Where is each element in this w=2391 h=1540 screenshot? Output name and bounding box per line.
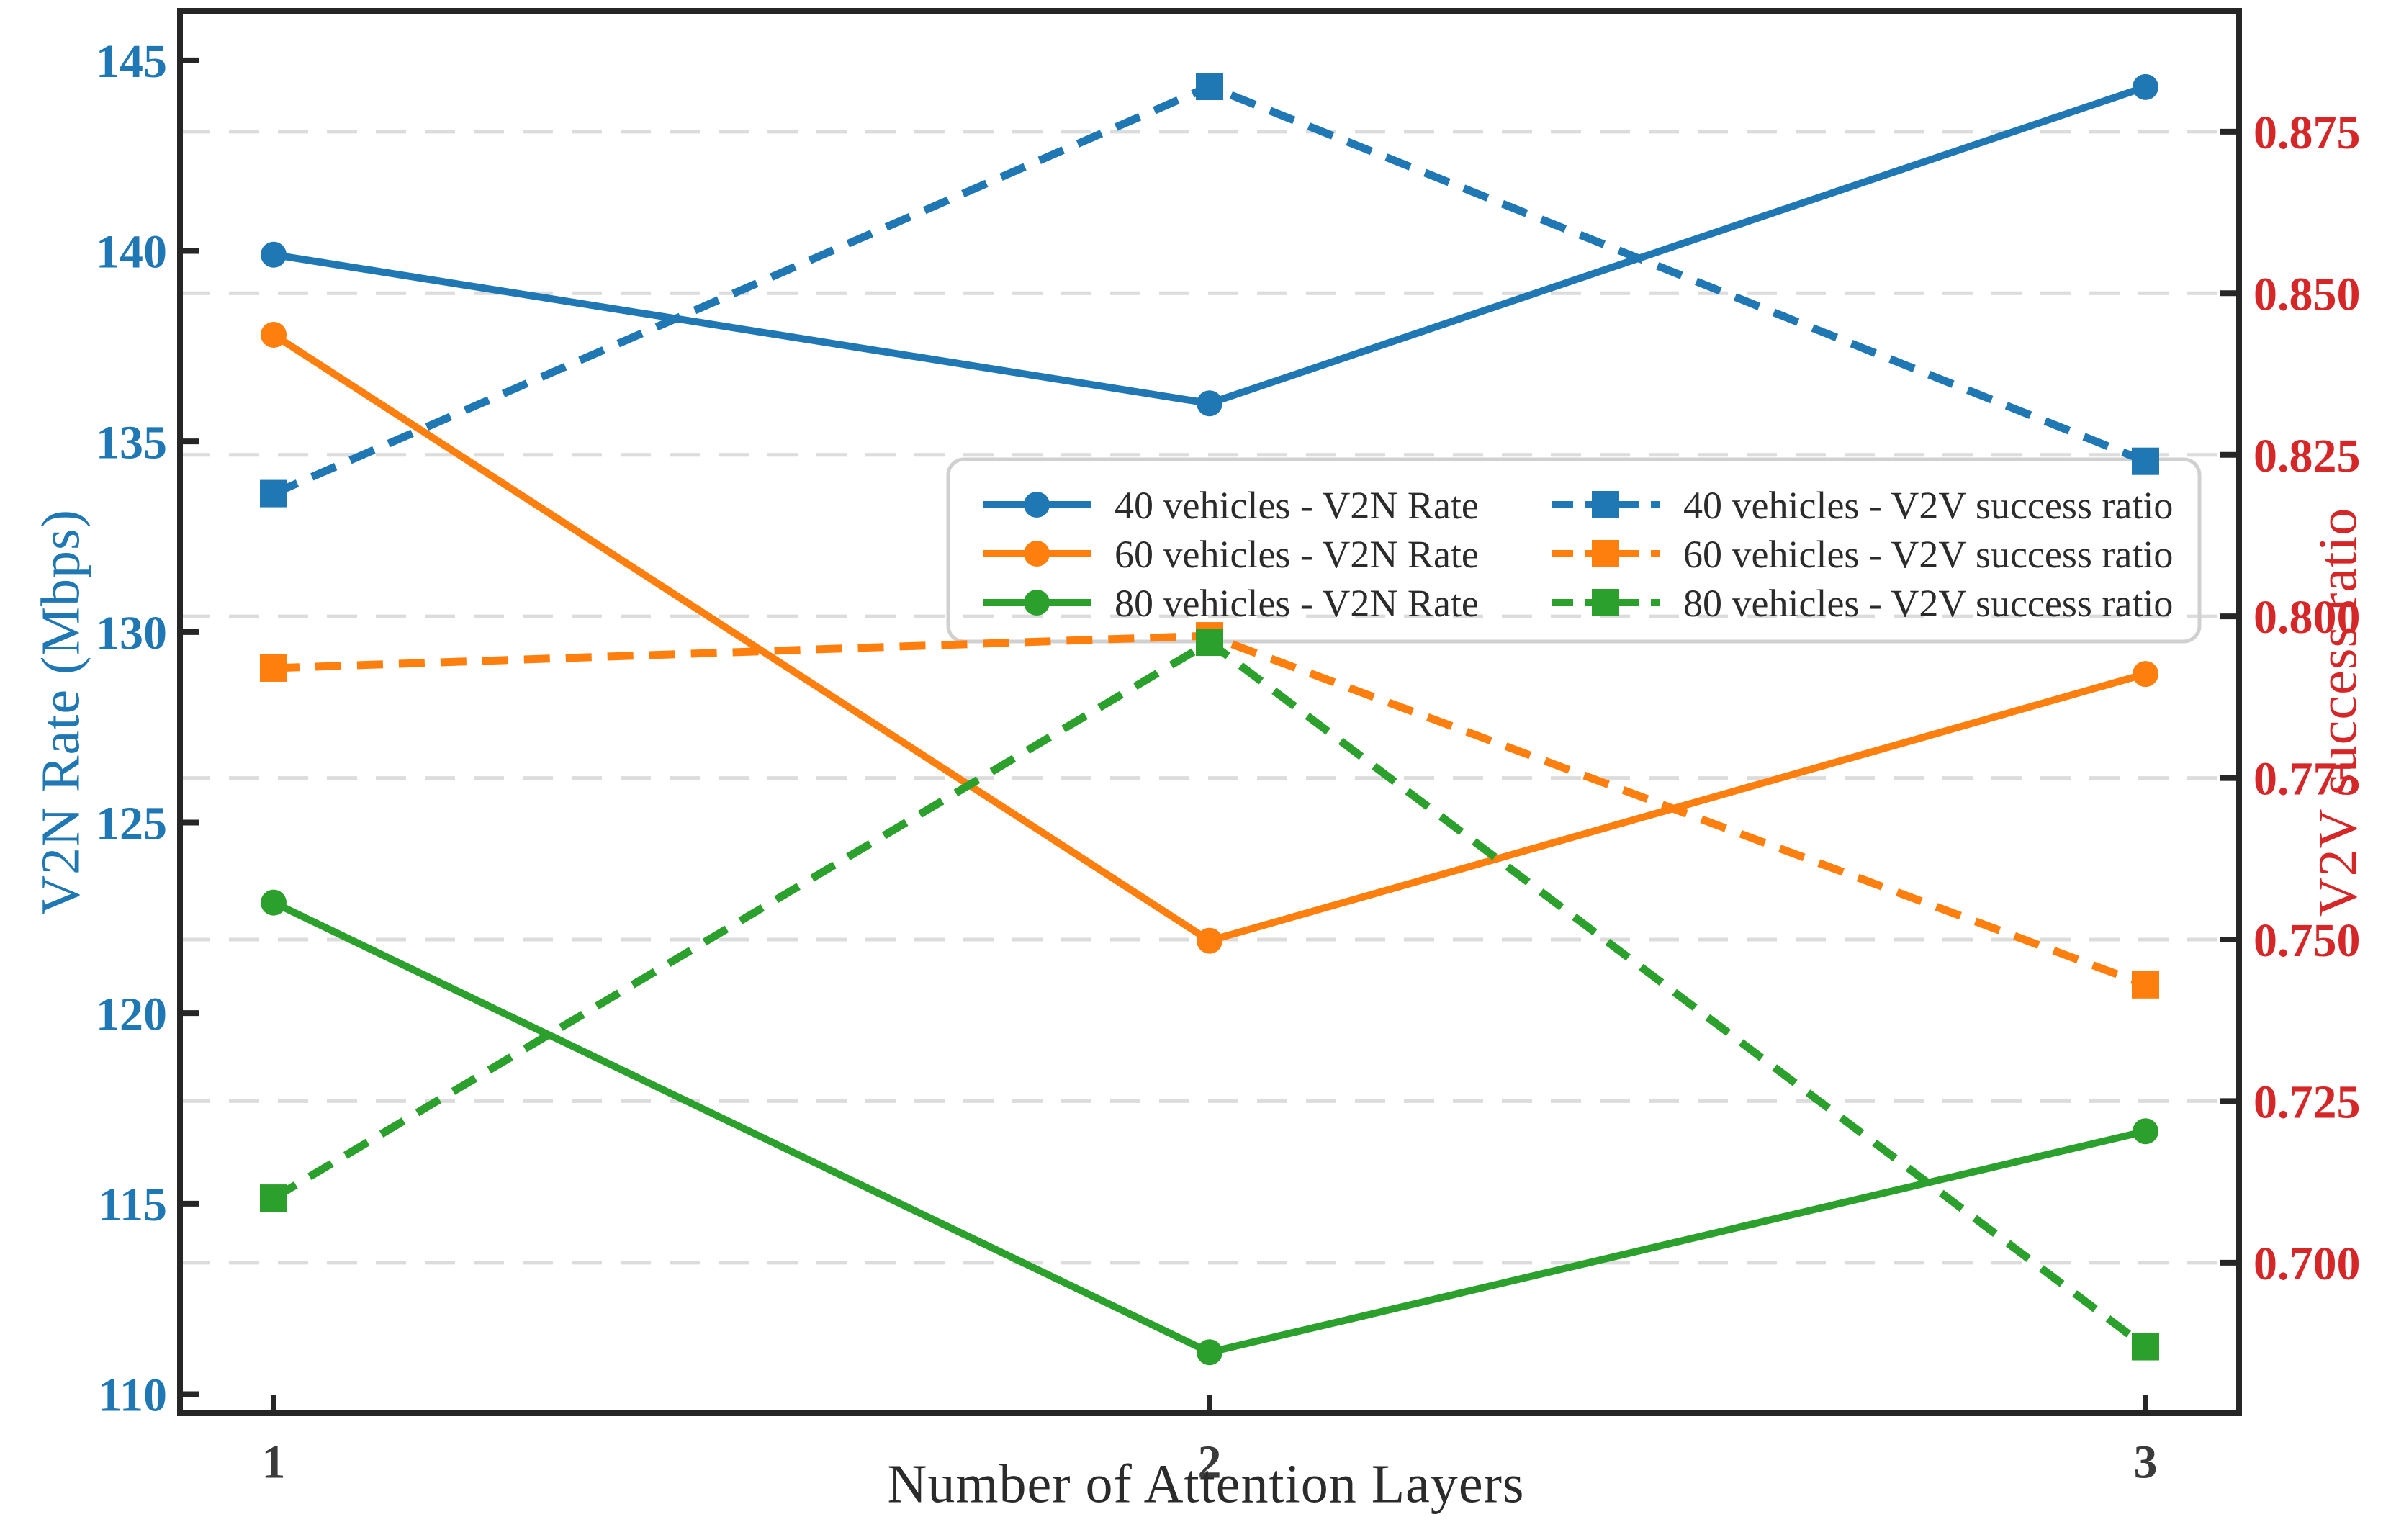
legend-box	[946, 457, 2202, 644]
legend-sample-marker	[1592, 491, 1619, 518]
data-point-marker	[2132, 447, 2159, 475]
data-point-marker	[2132, 971, 2159, 999]
legend-entry-label: 60 vehicles - V2N Rate	[1115, 533, 1479, 576]
right-tick-label: 0.800	[2253, 591, 2361, 644]
x-tick-label: 2	[1198, 1436, 1222, 1489]
data-point-marker	[1197, 1339, 1222, 1366]
legend-sample-marker	[1024, 492, 1050, 518]
x-tick-label: 1	[262, 1436, 286, 1489]
legend-sample-marker	[1024, 541, 1050, 567]
right-tick-label: 0.875	[2253, 107, 2361, 159]
left-tick-label: 115	[99, 1179, 167, 1231]
data-point-marker	[260, 479, 287, 508]
left-tick-label: 135	[96, 416, 167, 469]
series-line	[273, 84, 2147, 407]
right-tick-label: 0.750	[2253, 914, 2361, 967]
right-tick-label: 0.825	[2253, 430, 2361, 482]
right-tick-label: 0.850	[2253, 268, 2361, 320]
left-tick-label: 120	[96, 988, 167, 1040]
data-point-marker	[1196, 73, 1223, 101]
left-tick-label: 130	[96, 607, 167, 659]
right-axis-title: V2V success ratio	[2307, 507, 2369, 917]
left-tick-label: 140	[96, 226, 167, 279]
data-point-marker	[260, 654, 287, 682]
series-line	[271, 899, 2147, 1356]
series-line	[271, 637, 2148, 1350]
data-point-marker	[260, 1184, 287, 1212]
data-point-marker	[261, 889, 287, 916]
data-point-marker	[261, 321, 287, 348]
data-point-marker	[2132, 1333, 2159, 1361]
left-axis-title: V2N Rate (Mbps)	[30, 509, 91, 915]
legend-entry-label: 60 vehicles - V2V success ratio	[1683, 533, 2173, 576]
legend-entry-label: 40 vehicles - V2N Rate	[1115, 484, 1479, 527]
x-tick-label: 3	[2134, 1436, 2158, 1489]
data-point-marker	[261, 241, 287, 268]
legend-entry-label: 80 vehicles - V2N Rate	[1115, 582, 1479, 625]
data-point-marker	[1196, 629, 1223, 657]
legend-entry-label: 80 vehicles - V2V success ratio	[1683, 582, 2173, 625]
plot-border	[177, 8, 2242, 1416]
data-point-marker	[1197, 927, 1222, 954]
legend-entry-label: 40 vehicles - V2V success ratio	[1683, 484, 2173, 527]
data-point-marker	[1197, 390, 1222, 417]
left-tick-label: 110	[99, 1369, 167, 1422]
right-tick-label: 0.725	[2253, 1076, 2361, 1129]
left-tick-label: 145	[96, 35, 167, 88]
right-tick-label: 0.775	[2253, 753, 2361, 806]
legend-sample-marker	[1592, 589, 1619, 616]
left-tick-label: 125	[96, 798, 167, 850]
x-axis-title: Number of Attention Layers	[887, 1454, 1525, 1515]
series-line	[271, 82, 2148, 497]
right-tick-label: 0.700	[2253, 1238, 2361, 1290]
data-point-marker	[2133, 661, 2158, 688]
legend-sample-marker	[1592, 540, 1619, 567]
data-point-marker	[2133, 73, 2158, 100]
legend-sample-marker	[1024, 590, 1050, 616]
data-point-marker	[2133, 1118, 2158, 1145]
